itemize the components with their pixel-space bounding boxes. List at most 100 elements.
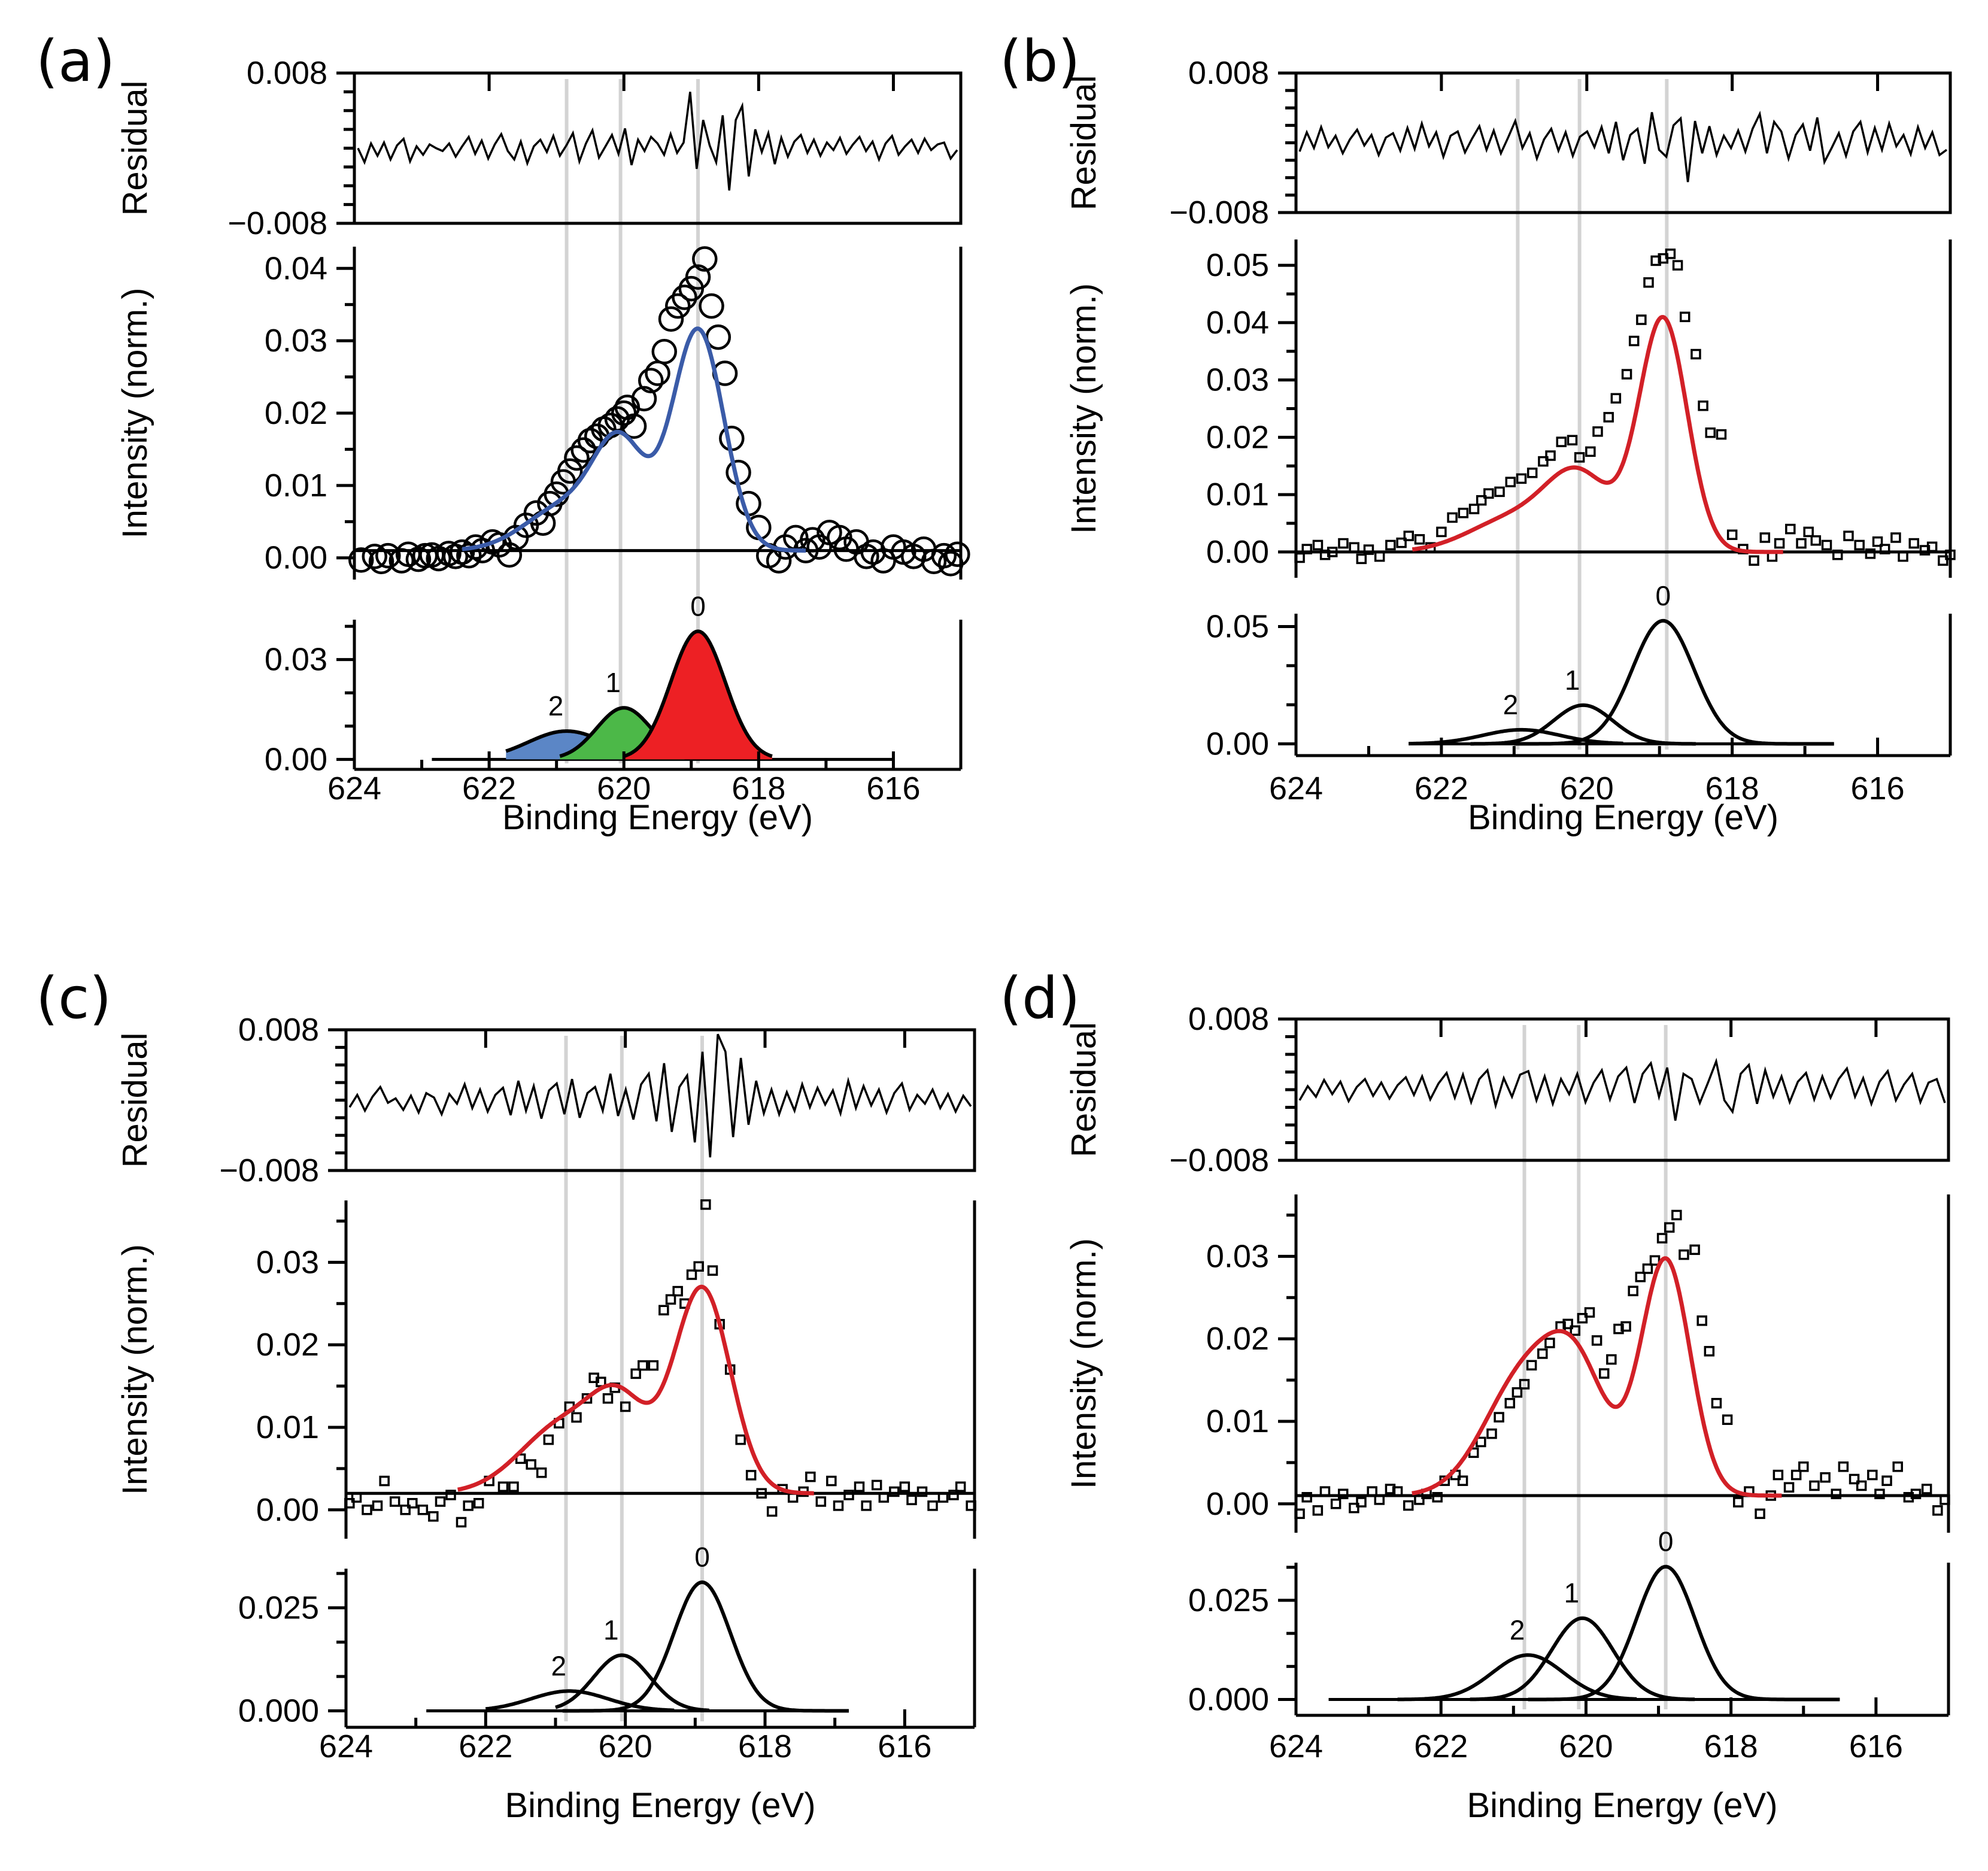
data-point (1908, 538, 1920, 549)
component-curve (1470, 703, 1696, 746)
intensity-ytick-label: 0.00 (1206, 534, 1269, 570)
data-point (861, 1500, 872, 1511)
data-point (1414, 1494, 1425, 1505)
component-label: 2 (1503, 689, 1519, 720)
data-point (362, 1505, 372, 1515)
data-point (1556, 436, 1567, 447)
x-tick-label: 616 (1849, 1729, 1903, 1764)
data-point (1938, 555, 1948, 566)
x-tick-label: 624 (1269, 771, 1323, 806)
data-point (1574, 452, 1585, 463)
data-point (1363, 544, 1374, 555)
data-point (1613, 1323, 1624, 1335)
component-label: 2 (548, 690, 564, 721)
residual-ytick-label: −0.008 (1169, 195, 1269, 231)
data-point (1664, 1222, 1675, 1233)
data-point (707, 1265, 718, 1276)
data-point (1385, 539, 1396, 551)
data-point (672, 1285, 683, 1297)
data-point (1705, 427, 1716, 438)
data-point (1610, 393, 1622, 404)
data-point (435, 1496, 446, 1507)
intensity-ytick-label: 0.01 (1206, 477, 1269, 513)
data-point (1722, 1414, 1733, 1425)
data-point (1733, 1497, 1744, 1508)
x-tick-label: 622 (1414, 1729, 1468, 1764)
data-point (1704, 1346, 1715, 1357)
data-point (665, 293, 691, 319)
data-point (1483, 488, 1494, 499)
data-point (871, 1479, 882, 1491)
data-point (508, 1481, 519, 1492)
residual-ylabel: Residual (116, 81, 154, 216)
residual-ytick-label: −0.008 (219, 1153, 319, 1188)
data-point (1926, 541, 1938, 553)
data-point (815, 1496, 827, 1507)
component-curve (1514, 618, 1834, 746)
data-point (1349, 1502, 1359, 1514)
components-ytick-label: 0.05 (1206, 609, 1269, 645)
x-tick-label: 616 (866, 771, 920, 806)
data-point (1696, 1315, 1707, 1326)
data-point (1436, 526, 1447, 538)
data-point (1457, 1475, 1468, 1486)
data-point (1620, 1321, 1631, 1332)
x-tick-label: 620 (1560, 771, 1614, 806)
panel-d: (d) 0.008 −0.008 Residual 0.03 0.02 0.01 0.00 In… (1000, 966, 1950, 1825)
data-point (1656, 1233, 1668, 1244)
data-point (1809, 1480, 1820, 1491)
components-ytick-label: 0.000 (1188, 1682, 1269, 1718)
data-point (916, 1486, 928, 1497)
data-point (442, 544, 469, 569)
components-ytick-label: 0.03 (265, 642, 327, 678)
data-point (1843, 530, 1854, 541)
data-point (1711, 1397, 1722, 1409)
data-point (344, 1497, 355, 1509)
data-point (1820, 1472, 1831, 1483)
data-point (686, 1269, 697, 1280)
component-label: 1 (1564, 1578, 1580, 1609)
data-point (351, 1492, 362, 1503)
intensity-ylabel: Intensity (norm.) (1064, 283, 1103, 534)
data-point (1790, 1469, 1802, 1481)
data-point (1319, 549, 1331, 560)
fit-curve (462, 326, 806, 553)
panel-a: (a) 0.008 −0.008 Residual 0.04 0.03 0.02 0.01 0.… (36, 29, 970, 837)
data-point (348, 547, 374, 573)
data-point (1505, 477, 1516, 487)
data-point (1349, 542, 1359, 553)
data-point (955, 1481, 966, 1492)
data-point (745, 1470, 757, 1481)
residual-ytick-label: 0.008 (247, 55, 327, 91)
data-point (1628, 335, 1640, 347)
intensity-ytick-label: 0.00 (1206, 1486, 1269, 1522)
data-point (1392, 1486, 1403, 1497)
data-point (1759, 532, 1771, 543)
data-point (638, 368, 664, 393)
data-point (1865, 548, 1876, 559)
data-point (543, 1434, 554, 1445)
x-tick-label: 622 (462, 771, 516, 806)
data-point (833, 1500, 844, 1511)
residual-ylabel: Residual (116, 1033, 154, 1168)
data-point (1716, 429, 1727, 440)
data-point (1396, 537, 1407, 548)
data-point (906, 1494, 917, 1505)
components-ytick-label: 0.025 (238, 1590, 319, 1626)
x-tick-label: 618 (732, 771, 785, 806)
data-point (515, 1453, 526, 1464)
data-point (766, 1506, 778, 1517)
data-point (456, 1517, 467, 1528)
data-point (1831, 1488, 1842, 1499)
data-point (1671, 1209, 1682, 1221)
data-point (931, 542, 957, 569)
data-point (1447, 512, 1458, 523)
data-point (1603, 412, 1614, 423)
data-point (1832, 549, 1843, 560)
x-tick-label: 620 (1559, 1729, 1613, 1764)
data-point (631, 386, 657, 412)
data-point (1606, 1354, 1617, 1365)
data-point (889, 1486, 900, 1497)
residual-ylabel: Residual (1064, 75, 1103, 211)
data-point (581, 1393, 593, 1404)
